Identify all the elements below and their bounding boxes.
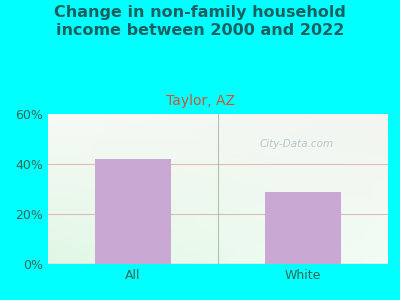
Text: City-Data.com: City-Data.com <box>259 139 333 149</box>
Text: Change in non-family household
income between 2000 and 2022: Change in non-family household income be… <box>54 4 346 38</box>
Bar <box>265 191 341 264</box>
Text: Taylor, AZ: Taylor, AZ <box>166 94 234 109</box>
Bar <box>95 159 171 264</box>
